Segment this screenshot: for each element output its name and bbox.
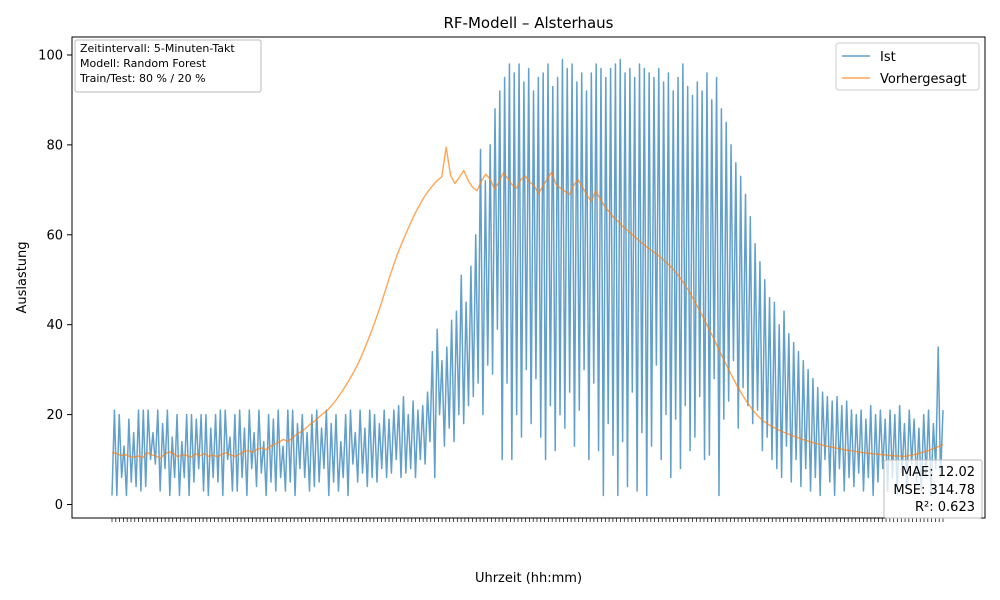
y-tick-label: 60 bbox=[46, 228, 63, 243]
y-tick-label: 100 bbox=[38, 48, 63, 63]
y-axis-label: Auslastung bbox=[15, 241, 30, 313]
y-tick-label: 0 bbox=[55, 498, 63, 513]
y-axis: 0 20 40 60 80 100 bbox=[38, 48, 72, 513]
series-line-ist bbox=[111, 58, 944, 497]
plot-lines bbox=[111, 58, 944, 497]
x-axis-label: Uhrzeit (hh:mm) bbox=[475, 571, 582, 586]
info-line-interval: Zeitintervall: 5-Minuten-Takt bbox=[80, 42, 235, 55]
metrics-box: MAE: 12.02 MSE: 314.78 R²: 0.623 bbox=[883, 459, 983, 519]
plot-frame bbox=[71, 36, 986, 519]
y-tick-label: 40 bbox=[46, 318, 63, 333]
metric-mae: MAE: 12.02 bbox=[901, 465, 975, 480]
info-line-model: Modell: Random Forest bbox=[80, 57, 207, 70]
legend-label-ist: Ist bbox=[880, 50, 896, 65]
y-tick-label: 20 bbox=[46, 408, 63, 423]
metric-mse: MSE: 314.78 bbox=[893, 483, 975, 498]
info-box: Zeitintervall: 5-Minuten-Takt Modell: Ra… bbox=[74, 39, 262, 93]
chart-title: RF-Modell – Alsterhaus bbox=[444, 14, 614, 32]
metric-r2: R²: 0.623 bbox=[915, 500, 975, 515]
legend-label-vorhergesagt: Vorhergesagt bbox=[880, 72, 967, 87]
x-axis bbox=[111, 518, 944, 522]
y-tick-label: 80 bbox=[46, 138, 63, 153]
series-line-vorhergesagt bbox=[111, 146, 944, 459]
legend: Ist Vorhergesagt bbox=[835, 42, 980, 91]
info-line-split: Train/Test: 80 % / 20 % bbox=[79, 72, 206, 85]
